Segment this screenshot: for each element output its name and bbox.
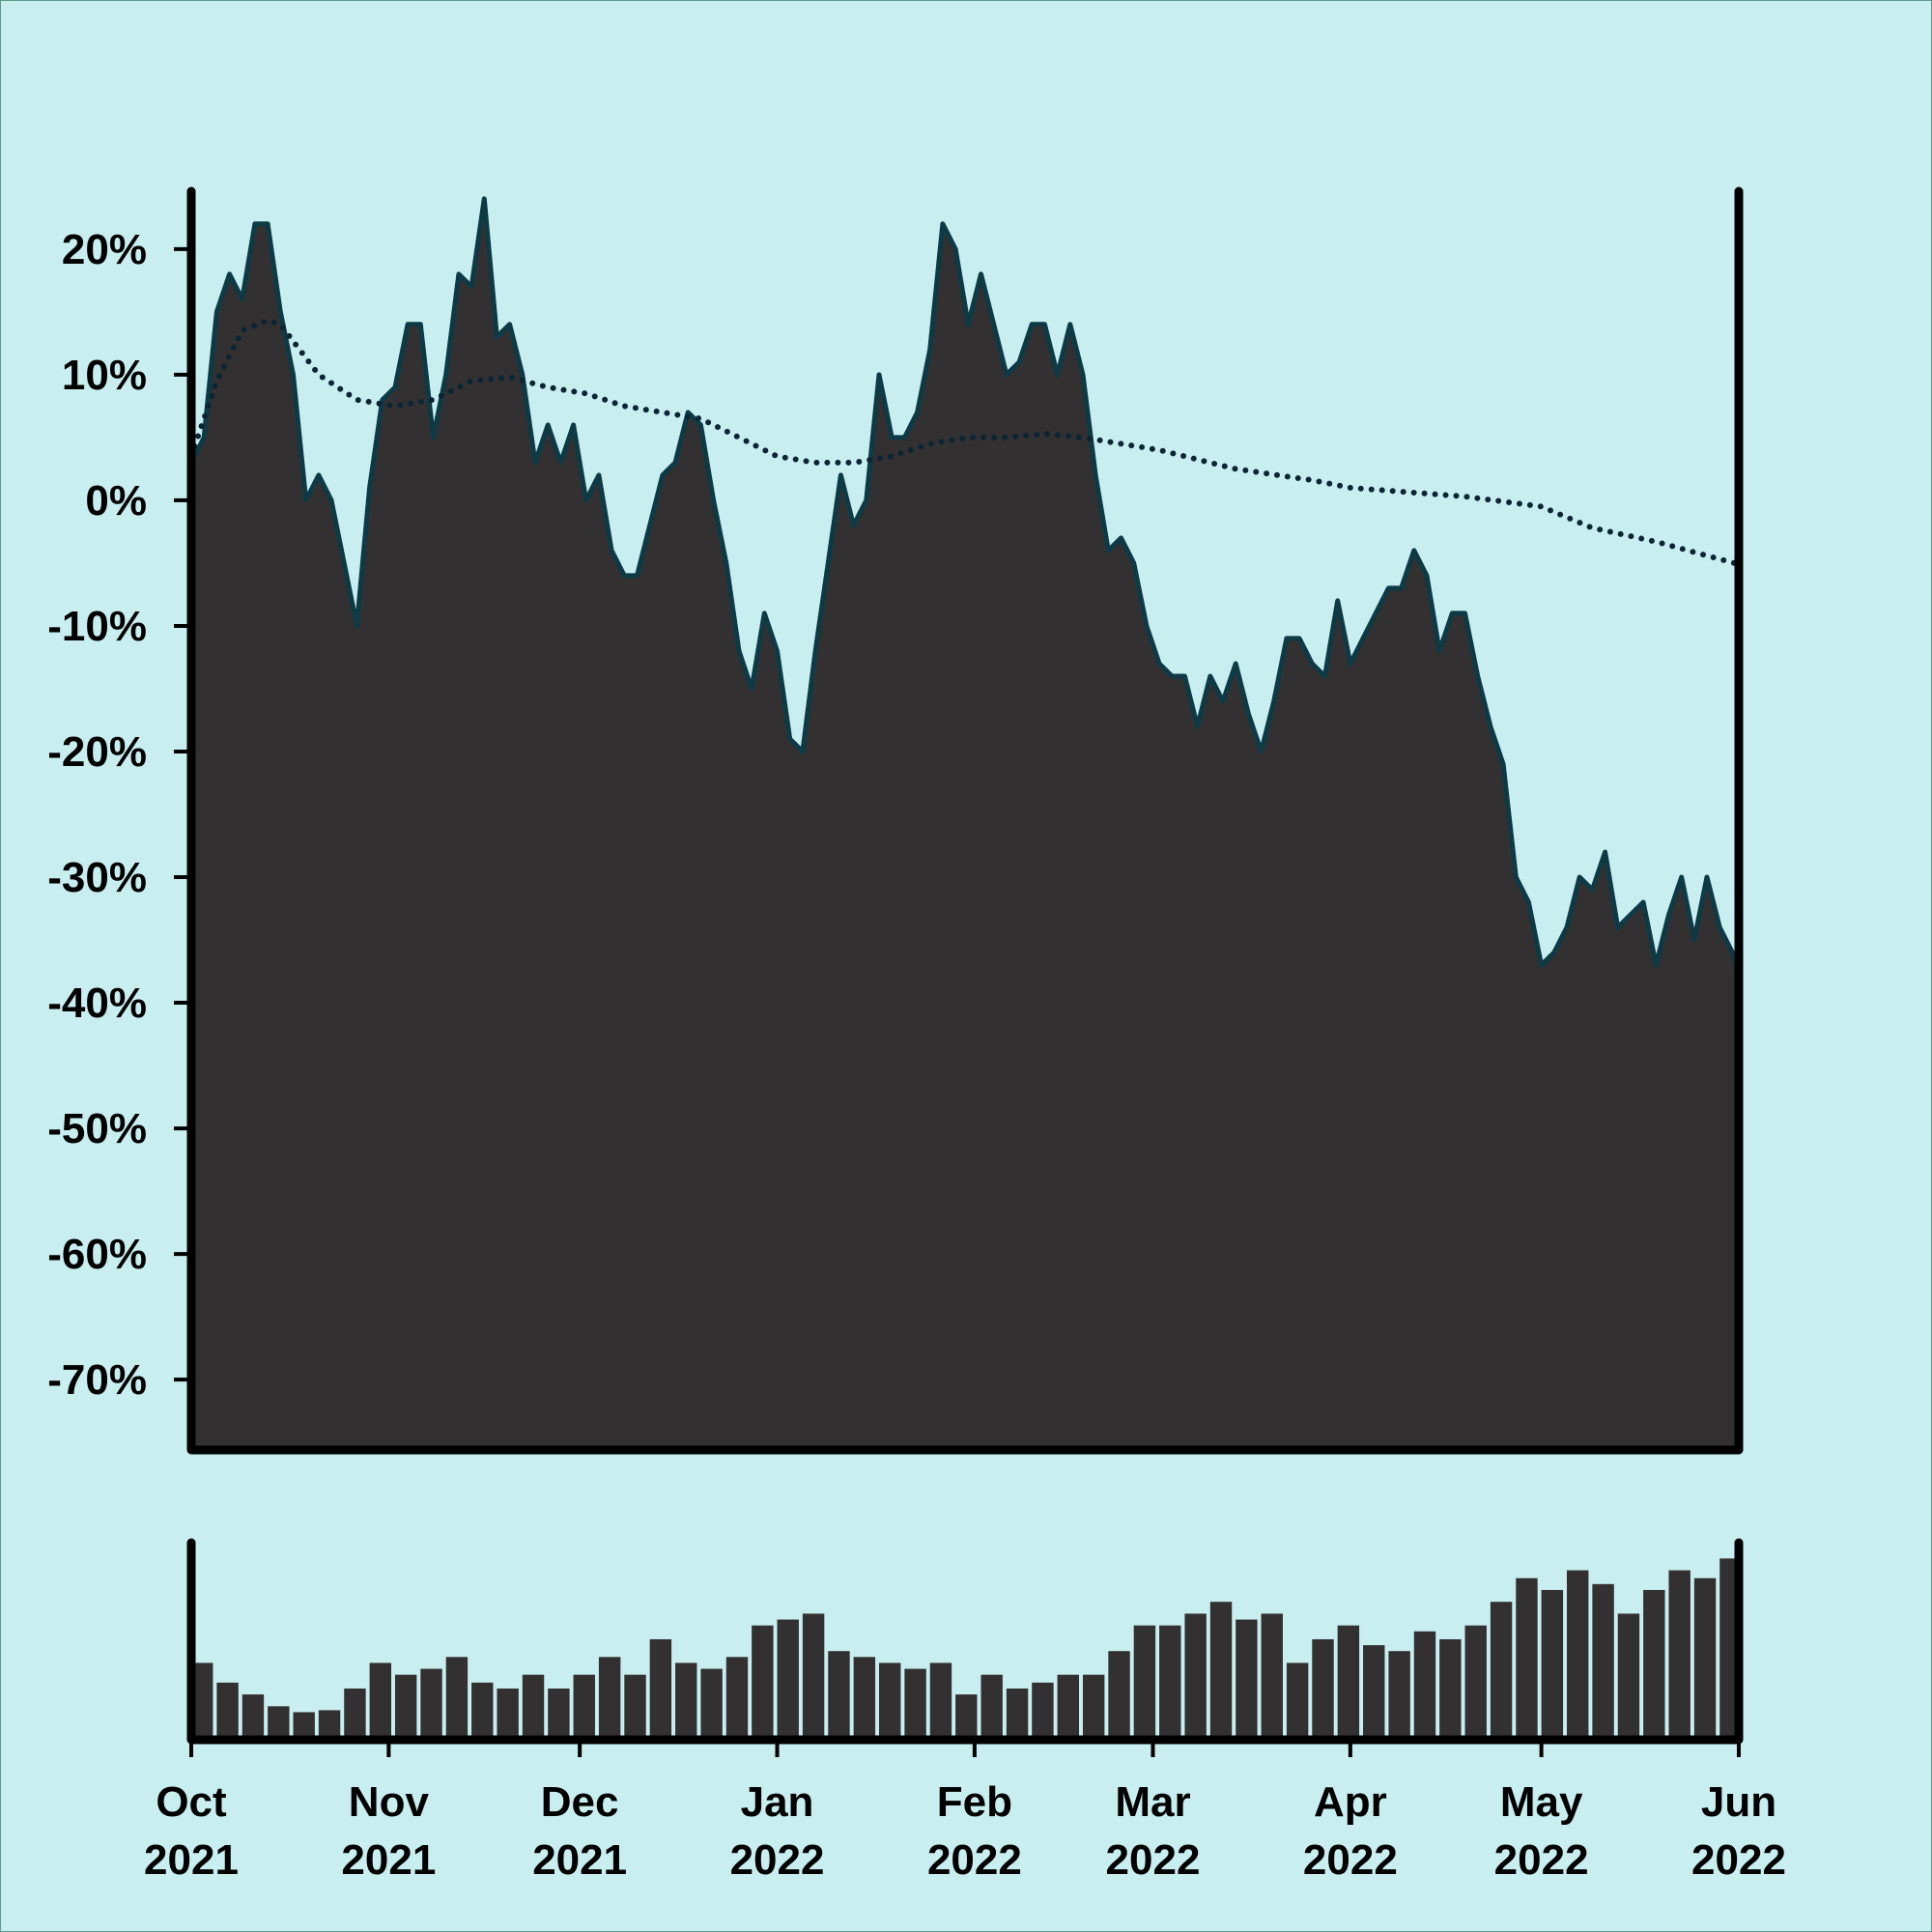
volume-bar <box>1693 1577 1717 1740</box>
volume-bar <box>1184 1613 1207 1740</box>
volume-bar <box>777 1619 799 1740</box>
volume-bar <box>752 1625 774 1740</box>
volume-bar <box>1592 1583 1614 1740</box>
volume-bar <box>725 1657 749 1740</box>
volume-bar <box>420 1668 442 1740</box>
axis-frame <box>186 186 1744 1455</box>
volume-bar <box>191 1662 213 1740</box>
y-tick-label: -40% <box>47 980 147 1027</box>
volume-bar <box>1032 1682 1054 1740</box>
volume-bar <box>1057 1674 1080 1740</box>
volume-bar <box>318 1710 341 1740</box>
y-tick-label: -20% <box>47 728 147 776</box>
x-tick-label: Dec 2021 <box>532 1778 627 1884</box>
volume-bar <box>649 1638 672 1740</box>
y-tick-label: 20% <box>62 226 147 273</box>
area <box>191 198 1739 1450</box>
volume-bar <box>1643 1589 1665 1740</box>
volume-bar <box>955 1694 978 1740</box>
x-tick-label: Nov 2021 <box>341 1778 436 1884</box>
volume-bar <box>1567 1570 1589 1740</box>
volume-bar <box>624 1674 646 1740</box>
x-tick-label: Oct 2021 <box>144 1778 239 1884</box>
volume-bar <box>1541 1589 1564 1740</box>
volume-bar <box>1286 1662 1309 1740</box>
y-tick-label: -10% <box>47 603 147 650</box>
volume-bar <box>675 1662 697 1740</box>
volume-bar <box>700 1668 723 1740</box>
volume-bar <box>1490 1602 1513 1740</box>
volume-bar <box>1312 1638 1334 1740</box>
y-tick-label: 10% <box>62 352 147 399</box>
volume-bar <box>573 1674 595 1740</box>
volume-bar <box>1337 1625 1360 1740</box>
volume-bar <box>1464 1625 1487 1740</box>
axis-frame <box>186 1538 1744 1745</box>
volume-bar <box>1719 1558 1739 1740</box>
y-tick-label: -70% <box>47 1356 147 1404</box>
x-tick-label: Jan 2022 <box>730 1778 825 1884</box>
volume-bar <box>802 1613 825 1740</box>
volume-bar <box>548 1688 570 1740</box>
x-tick-label: Jun 2022 <box>1691 1778 1786 1884</box>
volume-bar <box>598 1657 621 1740</box>
volume-bar <box>1108 1651 1130 1740</box>
y-tick-label: -60% <box>47 1231 147 1278</box>
volume-bar <box>242 1694 265 1740</box>
volume-bar <box>268 1706 290 1740</box>
area-line <box>188 196 1742 979</box>
volume-bar <box>1363 1645 1385 1740</box>
volume-bar <box>1006 1688 1029 1740</box>
volume-bar <box>1439 1638 1462 1740</box>
volume-bar <box>216 1682 239 1740</box>
volume-bar <box>853 1657 876 1740</box>
volume-bar <box>980 1674 1003 1740</box>
volume-bar <box>497 1688 519 1740</box>
y-tick-label: -50% <box>47 1105 147 1152</box>
volume-bar <box>929 1662 952 1740</box>
moving-average-line <box>188 317 1742 568</box>
volume-bar <box>471 1682 494 1740</box>
volume-bar <box>1159 1625 1181 1740</box>
x-tick-label: May 2022 <box>1494 1778 1589 1884</box>
volume-bar <box>1261 1613 1283 1740</box>
volume-bar <box>344 1688 366 1740</box>
volume-bar <box>1133 1625 1156 1740</box>
volume-bar <box>904 1668 926 1740</box>
volume-bar <box>828 1651 850 1740</box>
y-tick-label: -30% <box>47 854 147 901</box>
volume-bar <box>1668 1570 1690 1740</box>
volume-bar <box>394 1674 417 1740</box>
x-tick-label: Feb 2022 <box>927 1778 1022 1884</box>
y-tick-label: 0% <box>85 477 147 525</box>
volume-bar <box>1236 1619 1258 1740</box>
volume-bar <box>1413 1631 1436 1740</box>
x-tick-label: Mar 2022 <box>1106 1778 1201 1884</box>
volume-bar <box>1516 1577 1538 1740</box>
volume-bar <box>293 1712 315 1740</box>
volume-bar <box>522 1674 545 1740</box>
volume-bar <box>369 1662 392 1740</box>
volume-bar <box>1082 1674 1105 1740</box>
volume-bar <box>1209 1602 1233 1740</box>
volume-bar <box>1388 1651 1410 1740</box>
volume-bar <box>445 1657 469 1740</box>
volume-bar <box>1617 1613 1640 1740</box>
volume-bar <box>879 1662 901 1740</box>
x-tick-label: Apr 2022 <box>1303 1778 1398 1884</box>
